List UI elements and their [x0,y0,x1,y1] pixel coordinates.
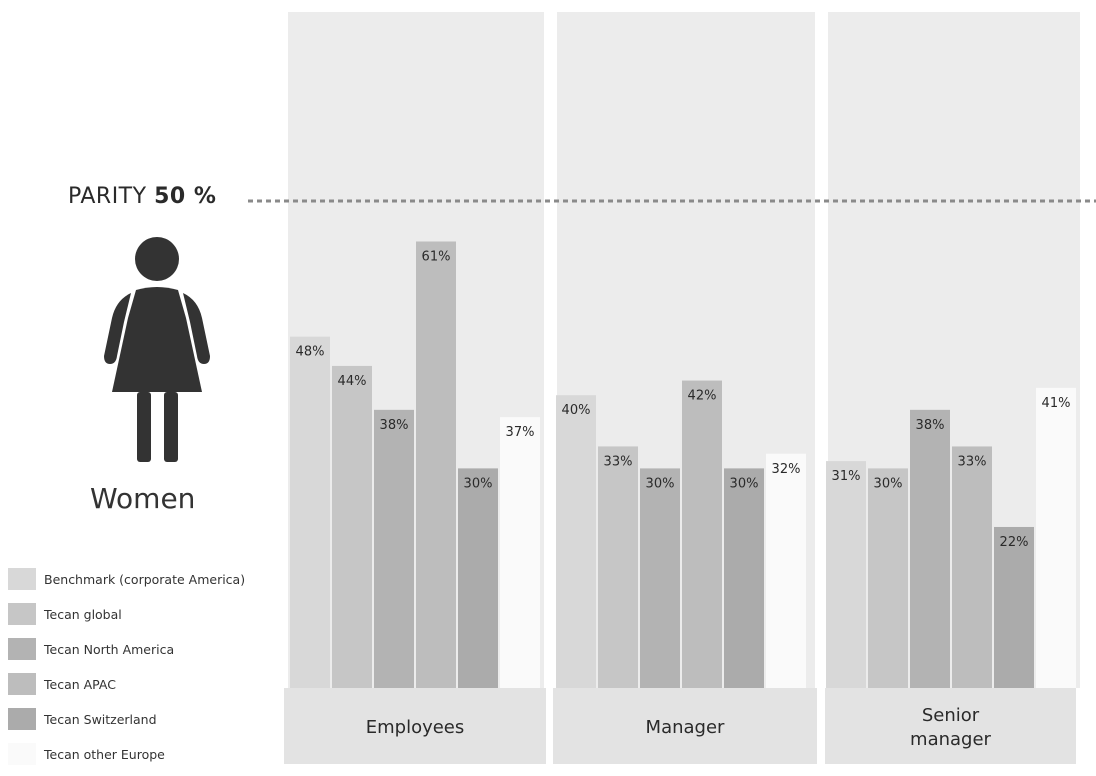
legend-swatch [8,638,36,660]
data-label: 37% [506,425,535,440]
legend-swatch [8,673,36,695]
data-label: 30% [646,476,675,491]
data-label: 31% [832,469,861,484]
data-label: 48% [296,345,325,360]
data-label: 30% [464,476,493,491]
bar [290,336,330,688]
bar [332,365,372,688]
bar [682,380,722,688]
category-box [825,688,1076,764]
legend-item: Benchmark (corporate America) [8,566,278,592]
data-label: 41% [1042,396,1071,411]
woman-figure-icon [104,237,210,462]
bar [640,468,680,688]
data-label: 40% [562,403,591,418]
legend: Benchmark (corporate America) Tecan globa… [8,566,278,776]
legend-label: Tecan APAC [44,676,116,692]
data-label: 22% [1000,535,1029,550]
bar [724,468,764,688]
bar [416,241,456,689]
legend-label: Benchmark (corporate America) [44,571,246,587]
category-box [553,688,817,764]
legend-swatch [8,603,36,625]
bar [952,446,992,688]
bar [500,417,540,688]
bar [458,468,498,688]
data-label: 33% [958,454,987,469]
legend-label: Tecan other Europe [44,746,165,762]
data-label: 42% [688,389,717,404]
legend-swatch [8,743,36,765]
bar [868,468,908,688]
subject-label: Women [90,482,196,515]
category-label: Senior [922,705,980,726]
bar [556,395,596,688]
parity-label: PARITY 50 % [68,184,216,209]
data-label: 61% [422,249,451,264]
bar [910,409,950,688]
data-label: 30% [730,476,759,491]
bar [374,409,414,688]
bar [1036,387,1076,688]
bar [598,446,638,688]
data-label: 33% [604,454,633,469]
legend-label: Tecan North America [44,641,175,657]
data-label: 38% [380,418,409,433]
legend-label: Tecan Switzerland [44,711,157,727]
legend-item: Tecan North America [8,636,278,662]
bar [994,526,1034,688]
data-label: 32% [772,462,801,477]
parity-value: 50 % [154,184,217,209]
legend-item: Tecan global [8,601,278,627]
legend-item: Tecan Switzerland [8,706,278,732]
legend-swatch [8,708,36,730]
bar [826,461,866,688]
data-label: 30% [874,476,903,491]
parity-prefix: PARITY [68,184,147,209]
legend-label: Tecan global [44,606,122,622]
category-box [284,688,546,764]
legend-item: Tecan other Europe [8,741,278,767]
legend-swatch [8,568,36,590]
category-label: Manager [646,717,725,738]
legend-item: Tecan APAC [8,671,278,697]
data-label: 44% [338,374,367,389]
data-label: 38% [916,418,945,433]
category-label: manager [910,729,992,750]
bar [766,453,806,688]
category-label: Employees [366,717,465,738]
